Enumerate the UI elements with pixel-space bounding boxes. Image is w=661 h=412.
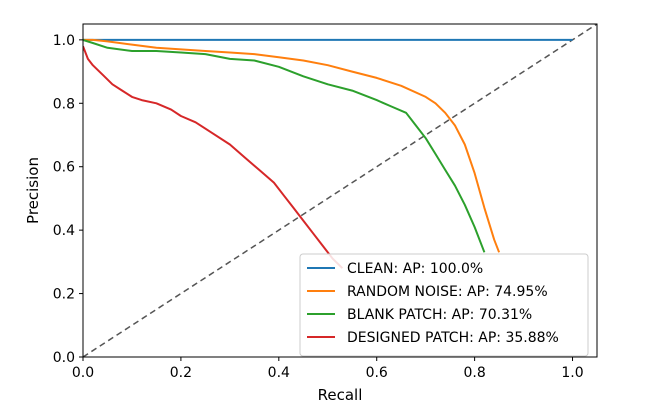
legend-entry: BLANK PATCH: AP: 70.31%: [347, 307, 532, 323]
legend-entry: DESIGNED PATCH: AP: 35.88%: [347, 330, 559, 346]
legend-entry: CLEAN: AP: 100.0%: [347, 261, 483, 277]
y-tick-label: 0.0: [53, 350, 75, 366]
series-line-3: [83, 45, 344, 269]
y-tick-label: 0.2: [53, 287, 75, 303]
x-tick-label: 0.0: [72, 365, 94, 381]
y-tick-label: 0.8: [53, 96, 75, 112]
series-line-2: [83, 38, 486, 253]
y-tick-label: 0.6: [53, 160, 75, 176]
x-tick-label: 1.0: [561, 365, 583, 381]
plot-area-frame: [82, 23, 598, 358]
legend: CLEAN: AP: 100.0% RANDOM NOISE: AP: 74.95…: [299, 253, 589, 357]
y-axis-label: Precision: [24, 157, 42, 224]
x-tick-label: 0.6: [366, 365, 388, 381]
series-line-1: [83, 38, 501, 253]
x-axis-ticks: 0.0 0.2 0.4 0.6 0.8 1.0: [72, 357, 584, 381]
y-tick-label: 0.4: [53, 223, 75, 239]
diagonal-reference-line: [83, 24, 597, 357]
legend-box: [299, 253, 589, 357]
x-tick-label: 0.2: [170, 365, 192, 381]
y-axis-ticks: 0.0 0.2 0.4 0.6 0.8 1.0: [53, 33, 83, 366]
x-tick-label: 0.4: [268, 365, 290, 381]
x-tick-label: 0.8: [463, 365, 485, 381]
x-axis-label: Recall: [318, 386, 363, 404]
legend-entry: RANDOM NOISE: AP: 74.95%: [347, 284, 548, 300]
series-lines: [83, 38, 573, 269]
y-tick-label: 1.0: [53, 33, 75, 49]
